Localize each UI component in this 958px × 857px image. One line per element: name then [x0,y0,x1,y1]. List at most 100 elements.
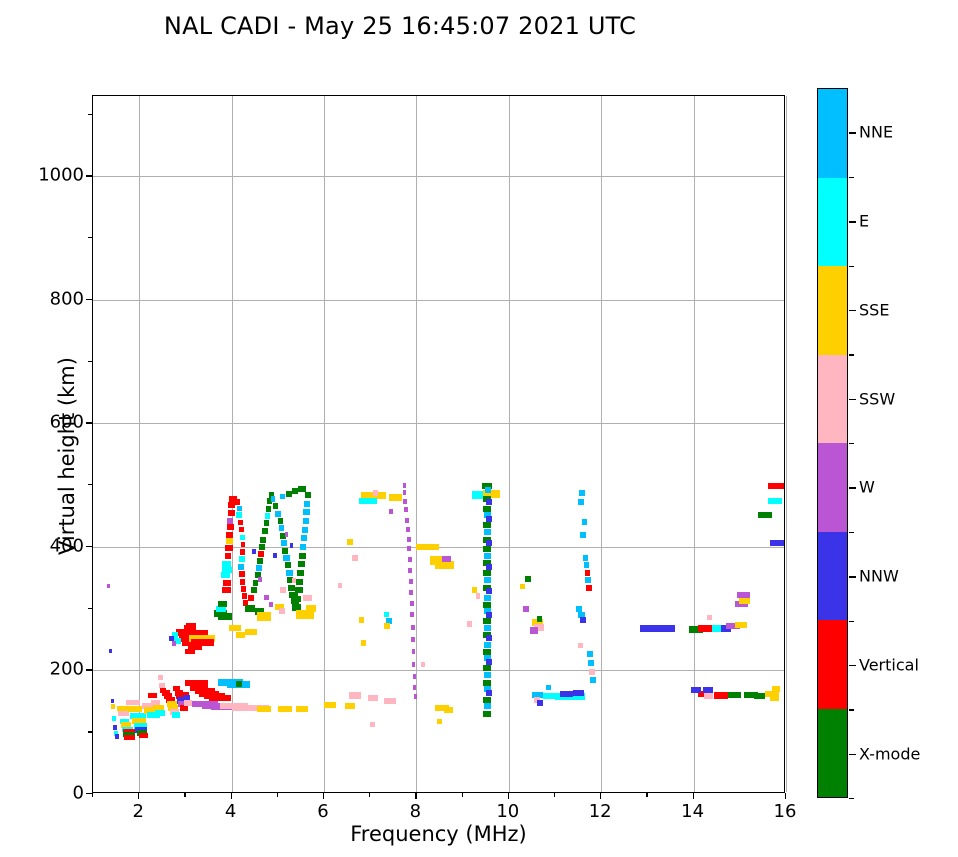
echo-mark [482,505,492,512]
y-tick-mark [86,545,92,548]
echo-mark [483,655,492,662]
echo-mark [324,702,336,709]
echo-mark [485,588,493,595]
echo-mark [259,543,265,550]
echo-mark [543,693,558,700]
echo-mark [360,639,366,646]
y-tick-label: 0 [72,782,84,804]
echo-mark [691,687,701,694]
colorbar-segment [818,266,847,355]
echo-mark [640,624,669,632]
echo-mark [483,608,492,615]
echo-mark [347,538,353,545]
echo-mark [529,627,538,635]
echo-mark [482,710,492,717]
echo-mark [238,527,244,533]
echo-mark [291,488,299,495]
echo-mark [227,509,236,516]
echo-mark [281,540,288,547]
echo-mark [337,582,343,588]
echo-mark [482,697,492,704]
echo-mark [277,705,292,712]
echo-mark [482,483,493,490]
echo-mark [239,548,246,555]
echo-mark [185,679,209,686]
y-tick-label: 200 [49,658,84,680]
y-tick-mark [86,298,92,301]
echo-mark [421,661,425,667]
y-minor-tick [88,237,92,239]
y-minor-tick [88,731,92,733]
echo-mark [141,703,158,710]
echo-mark [408,556,412,562]
y-tick-label: 1000 [38,164,84,186]
echo-mark [275,510,282,517]
echo-mark [169,635,174,641]
echo-mark [707,614,713,620]
echo-mark [190,684,209,691]
echo-mark [737,592,751,599]
echo-mark [239,578,246,585]
echo-mark [471,491,491,500]
y-tick-mark [86,175,92,177]
x-minor-tick [276,793,279,797]
plot-area [92,95,787,793]
echo-mark [287,584,296,591]
colorbar-tick [849,487,856,489]
echo-mark [238,563,244,570]
echo-mark [287,577,294,584]
echo-mark [520,583,525,589]
echo-mark [482,521,492,528]
echo-mark [430,556,449,565]
echo-mark [262,528,268,535]
echo-mark [714,691,729,699]
echo-mark [266,498,273,505]
echo-mark [275,604,284,611]
x-tick-mark [692,793,694,799]
echo-mark [289,543,294,549]
echo-mark [109,648,112,653]
echo-mark [280,493,285,499]
echo-mark [236,631,246,638]
echo-mark [159,682,166,688]
gridline-vertical [231,96,233,792]
x-minor-tick [554,793,556,797]
echo-mark [409,612,414,618]
gridline-horizontal [93,299,784,301]
echo-mark [483,552,492,559]
echo-mark [186,622,196,629]
echo-mark [162,690,170,697]
echo-mark [139,733,149,739]
echo-mark [388,508,394,514]
ionogram-data-points [93,96,784,792]
colorbar-tick [849,132,856,134]
echo-mark [703,693,713,700]
echo-mark [124,734,135,740]
echo-mark [384,622,390,629]
colorbar-boundary-tick [849,531,854,534]
gridline-vertical [324,96,325,792]
echo-mark [286,490,292,497]
colorbar-tick [849,309,856,312]
echo-mark [245,605,255,613]
echo-mark [284,532,289,538]
echo-mark [114,730,118,736]
echo-mark [412,674,417,680]
echo-mark [586,584,592,591]
echo-mark [134,726,147,733]
echo-mark [758,511,773,518]
x-tick-label: 12 [588,801,612,822]
echo-mark [483,625,492,632]
echo-mark [160,687,166,693]
echo-mark [580,531,586,538]
y-minor-tick [88,607,92,609]
echo-mark [661,624,676,632]
colorbar-tick [849,576,856,578]
echo-mark [712,624,724,632]
echo-mark [410,624,415,630]
x-minor-tick [369,793,371,797]
echo-mark [483,594,492,601]
echo-mark [735,621,747,628]
echo-mark [483,672,492,679]
echo-mark [222,587,231,594]
